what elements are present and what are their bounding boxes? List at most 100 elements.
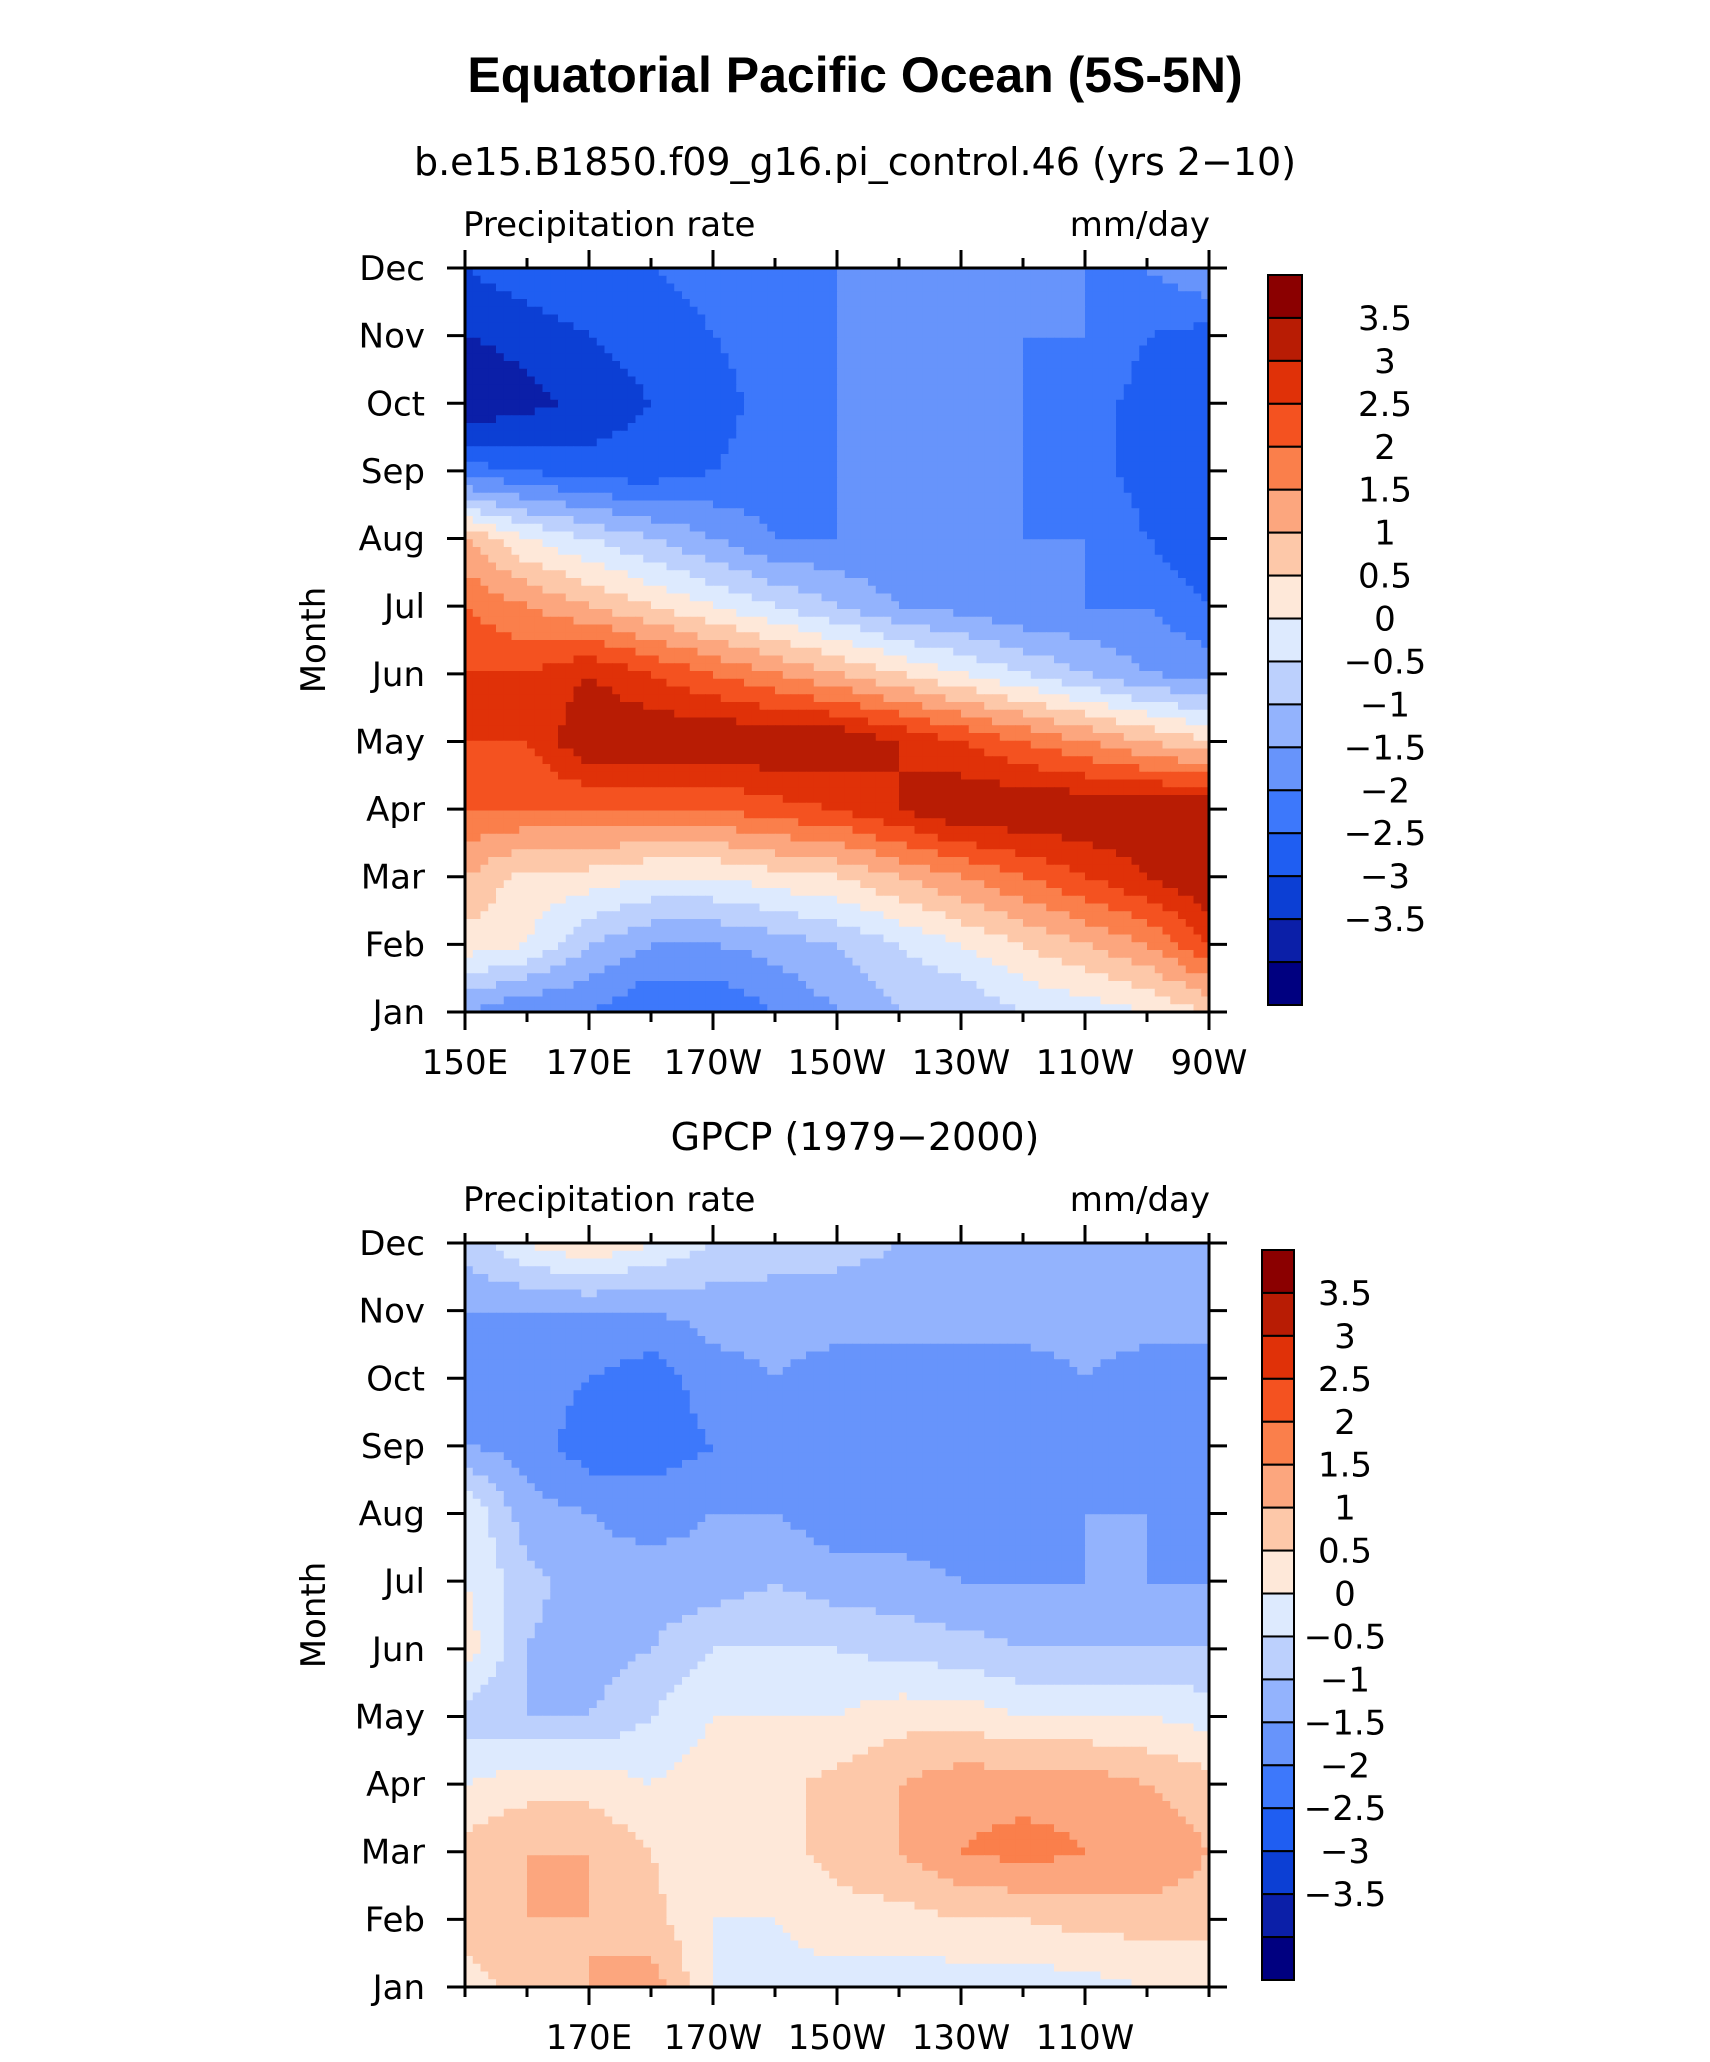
heatmap-cell	[1170, 562, 1179, 571]
heatmap-cell	[1046, 376, 1055, 385]
heatmap-cell	[992, 446, 1001, 455]
heatmap-cell	[1038, 547, 1047, 556]
heatmap-cell	[1092, 554, 1102, 564]
heatmap-cell	[620, 485, 629, 494]
heatmap-cell	[1178, 299, 1187, 308]
heatmap-cell	[782, 423, 792, 432]
heatmap-cell	[844, 647, 854, 657]
heatmap-cell	[1092, 508, 1102, 517]
heatmap-cell	[883, 632, 892, 641]
heatmap-cell	[782, 314, 792, 323]
heatmap-cell	[534, 384, 544, 393]
heatmap-cell	[674, 609, 683, 618]
heatmap-cell	[852, 469, 861, 478]
heatmap-cell	[589, 306, 598, 316]
heatmap-cell	[503, 632, 513, 641]
heatmap-cell	[511, 539, 520, 548]
heatmap-cell	[1131, 547, 1140, 556]
heatmap-cell	[1147, 275, 1156, 285]
heatmap-cell	[899, 477, 908, 486]
heatmap-cell	[790, 554, 799, 564]
heatmap-cell	[999, 547, 1009, 556]
heatmap-cell	[999, 353, 1009, 362]
heatmap-cell	[1015, 663, 1024, 672]
heatmap-cell	[1185, 330, 1195, 339]
heatmap-cell	[1023, 353, 1032, 362]
heatmap-cell	[589, 492, 598, 502]
heatmap-cell	[883, 593, 892, 602]
heatmap-cell	[891, 516, 900, 525]
heatmap-cell	[937, 314, 947, 323]
heatmap-cell	[720, 438, 730, 447]
heatmap-cell	[1038, 562, 1047, 571]
heatmap-cell	[705, 376, 714, 385]
heatmap-cell	[1185, 454, 1195, 463]
heatmap-cell	[992, 477, 1001, 486]
heatmap-cell	[1092, 275, 1102, 285]
heatmap-cell	[720, 423, 730, 432]
heatmap-cell	[705, 399, 714, 409]
heatmap-cell	[1116, 399, 1125, 409]
heatmap-cell	[1123, 446, 1133, 455]
heatmap-cell	[992, 570, 1001, 579]
heatmap-cell	[860, 314, 869, 323]
heatmap-cell	[1077, 500, 1086, 509]
heatmap-cell	[992, 345, 1001, 354]
heatmap-cell	[798, 345, 807, 354]
heatmap-cell	[844, 485, 854, 494]
heatmap-cell	[883, 368, 892, 378]
heatmap-cell	[1092, 361, 1102, 370]
heatmap-cell	[480, 353, 489, 362]
heatmap-cell	[821, 461, 830, 471]
heatmap-cell	[527, 407, 536, 416]
heatmap-cell	[1147, 384, 1156, 393]
heatmap-cell	[1131, 601, 1140, 610]
heatmap-cell	[1092, 438, 1102, 447]
heatmap-cell	[860, 531, 869, 540]
heatmap-cell	[992, 368, 1001, 378]
heatmap-cell	[860, 415, 869, 424]
heatmap-cell	[1015, 492, 1024, 502]
heatmap-cell	[635, 485, 644, 494]
heatmap-cell	[558, 570, 567, 579]
heatmap-cell	[589, 314, 598, 323]
heatmap-cell	[550, 469, 559, 478]
heatmap-cell	[1085, 523, 1094, 533]
heatmap-cell	[829, 508, 838, 517]
heatmap-cell	[581, 438, 590, 447]
heatmap-cell	[496, 368, 505, 378]
heatmap-cell	[736, 337, 745, 347]
heatmap-cell	[1185, 663, 1195, 672]
heatmap-cell	[1116, 415, 1125, 424]
heatmap-cell	[1054, 361, 1063, 370]
heatmap-cell	[697, 399, 706, 409]
heatmap-cell	[844, 477, 854, 486]
heatmap-cell	[976, 609, 985, 618]
heatmap-cell	[953, 578, 962, 587]
heatmap-cell	[968, 275, 978, 285]
heatmap-cell	[1061, 268, 1071, 277]
heatmap-cell	[1085, 500, 1094, 509]
heatmap-cell	[1015, 609, 1024, 618]
heatmap-cell	[1069, 570, 1078, 579]
heatmap-cell	[596, 407, 606, 416]
heatmap-cell	[1131, 554, 1140, 564]
heatmap-cell	[1185, 275, 1195, 285]
heatmap-cell	[961, 461, 970, 471]
heatmap-cell	[930, 345, 939, 354]
heatmap-cell	[496, 485, 505, 494]
heatmap-cell	[1030, 283, 1040, 292]
heatmap-cell	[775, 392, 784, 401]
heatmap-cell	[1131, 570, 1140, 579]
heatmap-cell	[813, 593, 823, 602]
heatmap-cell	[534, 268, 544, 277]
heatmap-cell	[1077, 492, 1086, 502]
heatmap-cell	[930, 578, 939, 587]
heatmap-cell	[1054, 562, 1063, 571]
heatmap-cell	[511, 461, 520, 471]
heatmap-cell	[821, 438, 830, 447]
heatmap-cell	[1201, 322, 1210, 331]
heatmap-cell	[627, 299, 637, 308]
heatmap-cell	[992, 516, 1001, 525]
heatmap-cell	[1100, 461, 1109, 471]
